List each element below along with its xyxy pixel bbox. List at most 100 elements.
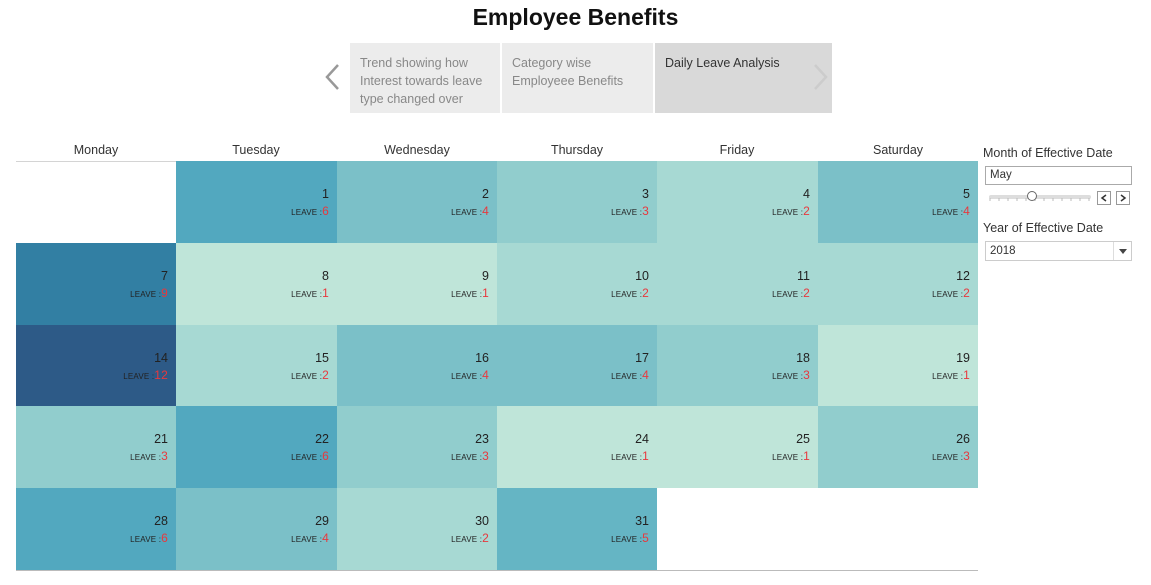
month-slider-track[interactable] — [989, 195, 1091, 199]
leave-count: LEAVE :2 — [451, 531, 489, 545]
day-number: 28 — [154, 514, 168, 528]
day-number: 11 — [797, 269, 810, 283]
calendar-day-cell[interactable]: 22 LEAVE :6 — [176, 406, 337, 488]
calendar-day-cell[interactable]: 11 LEAVE :2 — [657, 243, 818, 325]
leave-value: 2 — [482, 531, 489, 545]
leave-count: LEAVE :2 — [772, 204, 810, 218]
leave-count: LEAVE :3 — [932, 449, 970, 463]
calendar-day-cell[interactable]: 31 LEAVE :5 — [497, 488, 657, 570]
leave-value: 2 — [803, 286, 810, 300]
calendar-day-cell[interactable]: 19 LEAVE :1 — [818, 325, 978, 406]
leave-count: LEAVE :4 — [451, 368, 489, 382]
year-filter-dropdown[interactable]: 2018 — [985, 241, 1132, 261]
day-number: 19 — [956, 351, 970, 365]
calendar-header: Monday Tuesday Wednesday Thursday Friday… — [16, 143, 978, 162]
leave-value: 3 — [642, 204, 649, 218]
leave-value: 9 — [161, 286, 168, 300]
calendar-day-cell[interactable]: 12 LEAVE :2 — [818, 243, 978, 325]
month-next-button[interactable] — [1116, 191, 1130, 205]
calendar-day-cell[interactable]: 14 LEAVE :12 — [16, 325, 176, 406]
day-header-friday: Friday — [719, 143, 755, 157]
dropdown-caret-icon — [1113, 242, 1131, 260]
calendar-day-cell[interactable]: 9 LEAVE :1 — [337, 243, 497, 325]
calendar-day-cell[interactable]: 7 LEAVE :9 — [16, 243, 176, 325]
day-number: 26 — [956, 432, 970, 446]
leave-label: LEAVE : — [932, 372, 964, 381]
leave-label: LEAVE : — [451, 208, 483, 217]
leave-count: LEAVE :1 — [772, 449, 810, 463]
calendar-day-cell[interactable]: 28 LEAVE :6 — [16, 488, 176, 570]
leave-label: LEAVE : — [932, 290, 964, 299]
day-number: 15 — [315, 351, 329, 365]
month-prev-button[interactable] — [1097, 191, 1111, 205]
leave-label: LEAVE : — [932, 208, 964, 217]
calendar-day-cell[interactable]: 1 LEAVE :6 — [176, 161, 337, 243]
leave-label: LEAVE : — [611, 208, 643, 217]
day-number: 24 — [635, 432, 649, 446]
dashboard-title: Employee Benefits — [472, 4, 679, 30]
leave-count: LEAVE :4 — [291, 531, 329, 545]
leave-value: 2 — [963, 286, 970, 300]
calendar-day-cell[interactable]: 2 LEAVE :4 — [337, 161, 497, 243]
story-next-arrow[interactable] — [811, 62, 831, 92]
leave-value: 1 — [963, 368, 970, 382]
calendar-day-cell[interactable]: 23 LEAVE :3 — [337, 406, 497, 488]
month-slider-thumb[interactable] — [1027, 191, 1037, 201]
leave-label: LEAVE : — [772, 290, 804, 299]
leave-count: LEAVE :2 — [772, 286, 810, 300]
calendar-day-cell[interactable]: 26 LEAVE :3 — [818, 406, 978, 488]
day-number: 29 — [315, 514, 329, 528]
calendar-day-cell[interactable]: 10 LEAVE :2 — [497, 243, 657, 325]
year-filter-label: Year of Effective Date — [983, 221, 1104, 235]
chevron-right-icon — [1120, 194, 1127, 202]
day-number: 4 — [803, 187, 810, 201]
day-number: 3 — [642, 187, 649, 201]
calendar-grid: 1 LEAVE :6 2 LEAVE :4 3 LEAVE :3 4 LEAVE :2 5 LEA… — [16, 161, 978, 571]
story-point-category[interactable]: Category wise Employeee Benefits — [502, 43, 653, 113]
calendar-day-cell[interactable]: 4 LEAVE :2 — [657, 161, 818, 243]
calendar-day-cell[interactable]: 3 LEAVE :3 — [497, 161, 657, 243]
leave-value: 4 — [322, 531, 329, 545]
calendar-day-cell[interactable]: 29 LEAVE :4 — [176, 488, 337, 570]
day-number: 21 — [154, 432, 168, 446]
calendar-day-cell[interactable]: 18 LEAVE :3 — [657, 325, 818, 406]
day-number: 14 — [154, 351, 168, 365]
leave-label: LEAVE : — [611, 535, 643, 544]
leave-value: 2 — [642, 286, 649, 300]
leave-label: LEAVE : — [451, 372, 483, 381]
leave-value: 2 — [322, 368, 329, 382]
leave-count: LEAVE :5 — [611, 531, 649, 545]
chevron-left-icon — [1100, 194, 1107, 202]
calendar-day-cell[interactable]: 24 LEAVE :1 — [497, 406, 657, 488]
story-point-daily-leave[interactable]: Daily Leave Analysis — [655, 43, 832, 113]
story-prev-arrow[interactable] — [322, 62, 342, 92]
day-header-thursday: Thursday — [550, 143, 604, 157]
leave-value: 1 — [322, 286, 329, 300]
leave-count: LEAVE :2 — [932, 286, 970, 300]
calendar-day-cell[interactable]: 30 LEAVE :2 — [337, 488, 497, 570]
leave-count: LEAVE :2 — [611, 286, 649, 300]
leave-label: LEAVE : — [130, 535, 162, 544]
day-header-tuesday: Tuesday — [232, 143, 280, 157]
leave-count: LEAVE :2 — [291, 368, 329, 382]
calendar-day-cell[interactable]: 15 LEAVE :2 — [176, 325, 337, 406]
story-point-trend[interactable]: Trend showing how Interest towards leave… — [350, 43, 500, 113]
day-header-monday: Monday — [73, 143, 119, 157]
calendar-day-cell[interactable]: 8 LEAVE :1 — [176, 243, 337, 325]
calendar-day-cell[interactable]: 21 LEAVE :3 — [16, 406, 176, 488]
leave-count: LEAVE :1 — [451, 286, 489, 300]
leave-label: LEAVE : — [932, 453, 964, 462]
day-number: 25 — [796, 432, 810, 446]
month-filter-input[interactable]: May — [985, 166, 1132, 185]
leave-count: LEAVE :6 — [130, 531, 168, 545]
leave-value: 5 — [642, 531, 649, 545]
calendar-day-cell[interactable]: 16 LEAVE :4 — [337, 325, 497, 406]
calendar-day-cell[interactable]: 5 LEAVE :4 — [818, 161, 978, 243]
leave-value: 6 — [322, 204, 329, 218]
day-header-wednesday: Wednesday — [384, 143, 450, 157]
day-number: 8 — [322, 269, 329, 283]
calendar-day-cell[interactable]: 25 LEAVE :1 — [657, 406, 818, 488]
leave-count: LEAVE :3 — [772, 368, 810, 382]
calendar-day-cell[interactable]: 17 LEAVE :4 — [497, 325, 657, 406]
leave-count: LEAVE :1 — [932, 368, 970, 382]
